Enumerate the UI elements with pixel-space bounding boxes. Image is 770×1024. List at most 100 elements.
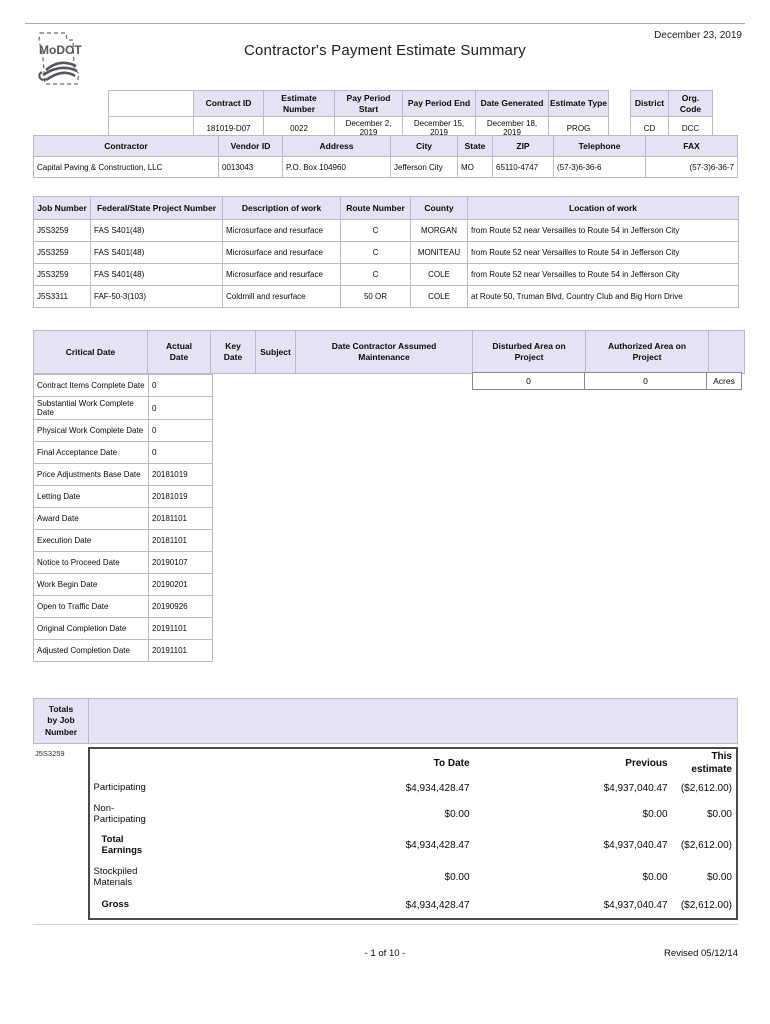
job-row: J5S3259 FAS S401(48) Microsurface and re… bbox=[33, 263, 739, 286]
contractor-value-row: Capital Paving & Construction, LLC 00130… bbox=[33, 156, 738, 178]
col-location: Location of work bbox=[467, 196, 739, 220]
project-number: FAS S401(48) bbox=[90, 219, 223, 242]
col-route-number: Route Number bbox=[340, 196, 411, 220]
critical-date-value: 20190201 bbox=[148, 573, 213, 596]
critical-date-value: 20191101 bbox=[148, 617, 213, 640]
job-number: J5S3311 bbox=[33, 285, 91, 308]
totals-section-label: Totals by Job Number bbox=[33, 698, 89, 745]
this-estimate-amount: ($2,612.00) bbox=[669, 829, 734, 862]
col-date-generated: Date Generated bbox=[475, 89, 549, 118]
critical-dates-list: Contract Items Complete Date 0 Substantia… bbox=[33, 374, 213, 662]
col-area-unit bbox=[708, 330, 745, 374]
project-number: FAS S401(48) bbox=[90, 241, 223, 264]
col-date-contractor-assumed: Date Contractor Assumed Maintenance bbox=[295, 330, 473, 374]
job-row: J5S3311 FAF-50-3(103) Coldmill and resur… bbox=[33, 285, 739, 308]
top-rule bbox=[25, 23, 745, 24]
critical-date-label: Notice to Proceed Date bbox=[33, 551, 149, 574]
page-title: Contractor's Payment Estimate Summary bbox=[243, 42, 526, 59]
critical-date-value: 20181019 bbox=[148, 485, 213, 508]
critical-date-row: Substantial Work Complete Date 0 bbox=[33, 396, 213, 420]
org-code-value: DCC bbox=[668, 116, 713, 141]
critical-date-value: 20181101 bbox=[148, 507, 213, 530]
route-number: 50 OR bbox=[340, 285, 411, 308]
svg-text:MoDOT: MoDOT bbox=[39, 43, 82, 57]
location: at Route 50, Truman Blvd, Country Club a… bbox=[467, 285, 739, 308]
job-row: J5S3259 FAS S401(48) Microsurface and re… bbox=[33, 241, 739, 264]
critical-date-row: Award Date 20181101 bbox=[33, 507, 213, 530]
totals-row: Gross $4,934,428.47 $4,937,040.47 ($2,61… bbox=[91, 893, 734, 918]
description: Microsurface and resurface bbox=[222, 219, 341, 242]
col-subject: Subject bbox=[255, 330, 296, 374]
col-project-number: Federal/State Project Number bbox=[90, 196, 223, 220]
totals-row: Total Earnings $4,934,428.47 $4,937,040.… bbox=[91, 829, 734, 862]
pay-period-end-value: December 15, 2019 bbox=[402, 116, 476, 141]
modot-logo: MoDOT bbox=[30, 28, 86, 94]
this-estimate-amount: $0.00 bbox=[669, 799, 734, 830]
totals-amounts-box: To Date Previous This estimate Participa… bbox=[87, 747, 738, 921]
critical-date-label: Letting Date bbox=[33, 485, 149, 508]
state-value: MO bbox=[457, 156, 493, 178]
contractor-table: Contractor Vendor ID Address City State … bbox=[33, 135, 738, 178]
critical-date-value: 20190107 bbox=[148, 551, 213, 574]
col-contractor: Contractor bbox=[33, 135, 219, 157]
col-city: City bbox=[390, 135, 458, 157]
critical-date-label: Original Completion Date bbox=[33, 617, 149, 640]
telephone-value: (57-3)6-36-6 bbox=[553, 156, 646, 178]
col-estimate-number: Estimate Number bbox=[263, 89, 335, 118]
critical-date-value: 20190926 bbox=[148, 595, 213, 618]
previous-amount: $0.00 bbox=[471, 861, 670, 894]
blank-cell bbox=[108, 89, 194, 118]
address-value: P.O. Box 104960 bbox=[282, 156, 391, 178]
vendor-id-value: 0013043 bbox=[218, 156, 283, 178]
contract-info-table: Contract ID Estimate Number Pay Period S… bbox=[108, 89, 713, 141]
col-this-estimate: This estimate bbox=[669, 750, 734, 778]
totals-row-label: Stockpiled Materials bbox=[91, 861, 192, 894]
col-state: State bbox=[457, 135, 493, 157]
critical-date-label: Execution Date bbox=[33, 529, 149, 552]
job-number: J5S3259 bbox=[33, 219, 91, 242]
zip-value: 65110-4747 bbox=[492, 156, 554, 178]
critical-date-value: 20191101 bbox=[148, 639, 213, 662]
col-authorized-area: Authorized Area on Project bbox=[585, 330, 709, 374]
col-description: Description of work bbox=[222, 196, 341, 220]
col-address: Address bbox=[282, 135, 391, 157]
previous-amount: $4,937,040.47 bbox=[471, 777, 670, 800]
blank-cell bbox=[91, 750, 192, 778]
critical-date-row: Open to Traffic Date 20190926 bbox=[33, 595, 213, 618]
col-org-code: Org. Code bbox=[668, 89, 713, 118]
county: COLE bbox=[410, 263, 468, 286]
totals-row-label: Non- Participating bbox=[91, 799, 192, 830]
route-number: C bbox=[340, 263, 411, 286]
critical-date-row: Adjusted Completion Date 20191101 bbox=[33, 639, 213, 662]
jobs-table: Job Number Federal/State Project Number … bbox=[33, 196, 739, 308]
previous-amount: $4,937,040.47 bbox=[471, 893, 670, 918]
critical-date-value: 20181019 bbox=[148, 463, 213, 486]
to-date-amount: $4,934,428.47 bbox=[191, 777, 472, 800]
project-number: FAF-50-3(103) bbox=[90, 285, 223, 308]
contractor-name: Capital Paving & Construction, LLC bbox=[33, 156, 219, 178]
document-date: December 23, 2019 bbox=[654, 30, 742, 41]
to-date-amount: $0.00 bbox=[191, 861, 472, 894]
route-number: C bbox=[340, 219, 411, 242]
disturbed-area-value: 0 bbox=[472, 372, 585, 390]
to-date-amount: $4,934,428.47 bbox=[191, 829, 472, 862]
to-date-amount: $0.00 bbox=[191, 799, 472, 830]
totals-table: To Date Previous This estimate Participa… bbox=[91, 750, 734, 918]
this-estimate-amount: ($2,612.00) bbox=[669, 893, 734, 918]
critical-date-row: Price Adjustments Base Date 20181019 bbox=[33, 463, 213, 486]
area-unit-value: Acres bbox=[707, 372, 742, 390]
contract-header-row: Contract ID Estimate Number Pay Period S… bbox=[108, 89, 713, 118]
critical-date-label: Open to Traffic Date bbox=[33, 595, 149, 618]
totals-row-label: Total Earnings bbox=[91, 829, 192, 862]
critical-date-row: Contract Items Complete Date 0 bbox=[33, 374, 213, 397]
critical-date-value: 0 bbox=[148, 396, 213, 420]
totals-row-label: Gross bbox=[91, 893, 192, 918]
location: from Route 52 near Versailles to Route 5… bbox=[467, 241, 739, 264]
col-contract-id: Contract ID bbox=[193, 89, 264, 118]
col-county: County bbox=[410, 196, 468, 220]
critical-date-row: Final Acceptance Date 0 bbox=[33, 441, 213, 464]
critical-date-label: Price Adjustments Base Date bbox=[33, 463, 149, 486]
totals-band: Totals by Job Number bbox=[33, 698, 738, 745]
col-zip: ZIP bbox=[492, 135, 554, 157]
critical-date-value: 0 bbox=[148, 374, 213, 397]
